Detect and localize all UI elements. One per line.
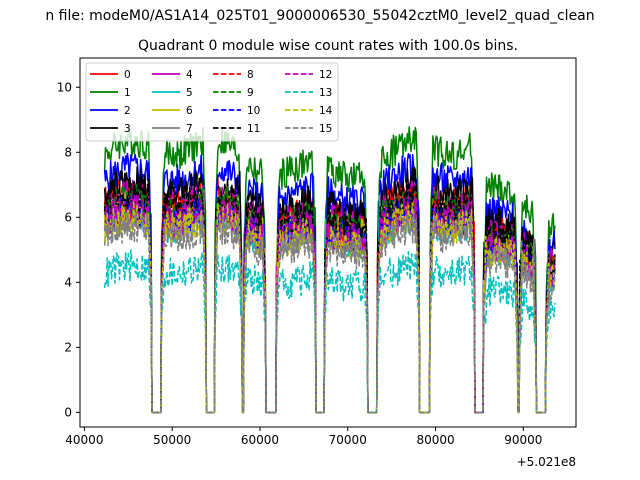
legend-label: 13 <box>319 87 332 99</box>
legend-label: 5 <box>186 87 193 99</box>
legend-label: 2 <box>124 105 131 117</box>
axes-frame <box>79 57 577 428</box>
series-line-11 <box>103 179 556 414</box>
series-line-13 <box>103 249 556 414</box>
legend-label: 1 <box>124 87 131 99</box>
legend-label: 6 <box>186 105 193 117</box>
legend-label: 11 <box>247 123 260 135</box>
x-axis: 40000 50000 60000 70000 80000 90000 <box>65 427 542 447</box>
legend-label: 15 <box>319 123 332 135</box>
y-tick-label: 0 <box>64 405 72 419</box>
y-tick-label: 4 <box>64 275 72 289</box>
series-line-1 <box>103 125 556 414</box>
x-tick-label: 80000 <box>416 433 454 447</box>
y-tick-label: 6 <box>64 210 72 224</box>
x-tick-label: 70000 <box>329 433 367 447</box>
legend-label: 0 <box>124 69 131 81</box>
plot-area <box>79 57 577 428</box>
y-tick-label: 2 <box>64 340 72 354</box>
x-tick-label: 50000 <box>153 433 191 447</box>
series-layer <box>103 125 556 414</box>
y-axis: 0 2 4 6 8 10 <box>57 80 80 419</box>
legend-label: 10 <box>247 105 260 117</box>
legend-label: 14 <box>319 105 333 117</box>
legend-label: 7 <box>186 123 193 135</box>
chart-title: Quadrant 0 module wise count rates with … <box>138 38 518 54</box>
legend-box <box>85 62 339 142</box>
x-tick-label: 60000 <box>241 433 279 447</box>
y-tick-label: 10 <box>57 80 72 94</box>
legend-label: 12 <box>319 69 332 81</box>
figure-suptitle: n file: modeM0/AS1A14_025T01_9000006530_… <box>45 8 594 24</box>
x-tick-label: 40000 <box>65 433 103 447</box>
y-tick-label: 8 <box>64 145 72 159</box>
series-line-15 <box>103 211 556 414</box>
legend-label: 8 <box>247 69 254 81</box>
x-offset-label: +5.021e8 <box>517 455 576 469</box>
legend-label: 4 <box>186 69 193 81</box>
legend-label: 9 <box>247 87 254 99</box>
legend-label: 3 <box>124 123 131 135</box>
x-tick-label: 90000 <box>504 433 542 447</box>
